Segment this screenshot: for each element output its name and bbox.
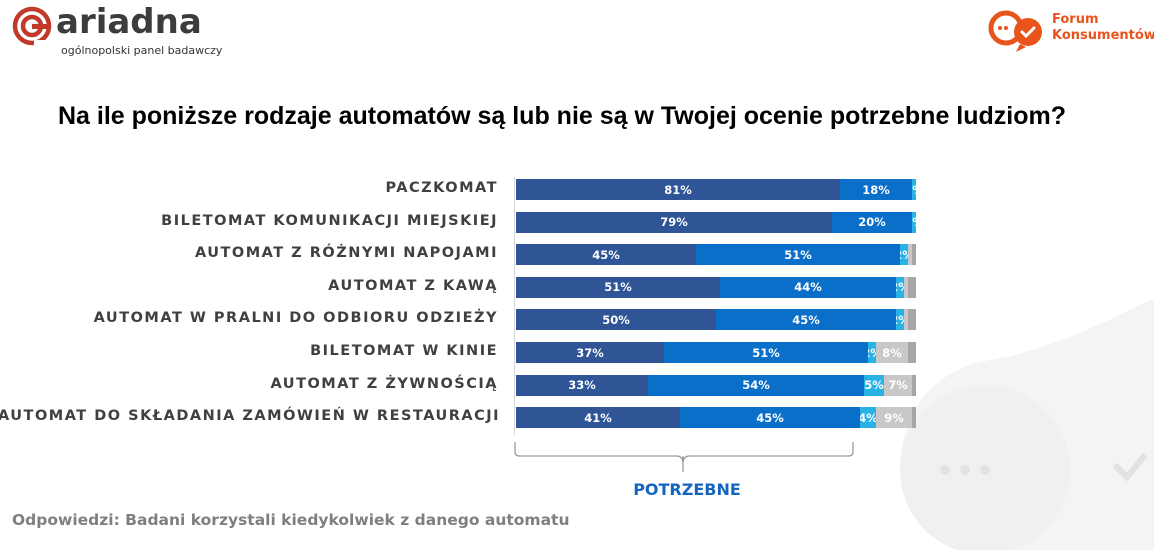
bar-segment-series-5 xyxy=(912,244,916,266)
category-label: AUTOMAT DO SKŁADANIA ZAMÓWIEŃ W RESTAURA… xyxy=(0,408,501,425)
bar-segment-series-3: 2% xyxy=(868,342,876,363)
chart-title: Na ile poniższe rodzaje automatów są lub… xyxy=(57,102,1067,130)
bar-segment-series-4: 8% xyxy=(876,342,908,363)
data-label: 51% xyxy=(604,280,632,295)
stacked-bar-chart: PACZKOMAT 81% 18% 1% BILETOMAT KOMUNIKACJI M… xyxy=(0,170,1154,480)
bar-segment-series-1: 79% xyxy=(516,211,832,233)
data-label: 54% xyxy=(742,378,770,393)
chat-bubble-check-icon xyxy=(900,300,1154,550)
category-label: AUTOMAT Z RÓŻNYMI NAPOJAMI xyxy=(194,245,498,262)
data-label: 9% xyxy=(884,410,904,425)
bar-row: 81% 18% 1% xyxy=(516,179,916,200)
footnote: Odpowiedzi: Badani korzystali kiedykolwi… xyxy=(12,511,570,529)
bar-segment-series-3: 1% xyxy=(912,211,916,233)
bar-row: 41% 45% 4% 9% xyxy=(516,407,916,429)
data-label: 2% xyxy=(868,346,876,360)
bar-segment-series-1: 50% xyxy=(516,309,716,331)
ariadna-wordmark: ariadna xyxy=(56,2,202,42)
bar-segment-series-4: 7% xyxy=(884,374,912,396)
bar-segment-series-2: 18% xyxy=(840,179,912,200)
bar-row: 79% 20% 1% xyxy=(516,211,916,233)
forum-konsumentow-bubbles-icon xyxy=(988,10,1042,52)
bar-segment-series-1: 33% xyxy=(516,374,648,396)
bar-segment-series-2: 44% xyxy=(720,276,896,298)
ariadna-tagline: ogólnopolski panel badawczy xyxy=(61,44,223,57)
data-label: 2% xyxy=(896,313,904,327)
bar-segment-series-2: 51% xyxy=(696,244,900,266)
bar-row: 37% 51% 2% 8% xyxy=(516,342,916,363)
data-label: 45% xyxy=(592,247,620,262)
data-label: 5% xyxy=(864,378,884,393)
bar-segment-series-3: 5% xyxy=(864,374,884,396)
bar-segment-series-5 xyxy=(908,276,916,298)
bar-segment-series-2: 45% xyxy=(680,407,860,429)
category-label: PACZKOMAT xyxy=(385,180,498,196)
chart-axis-line xyxy=(514,177,515,435)
bar-segment-series-1: 81% xyxy=(516,179,840,200)
data-label: 44% xyxy=(794,280,822,295)
forum-konsumentow-line1: Forum xyxy=(1052,12,1099,27)
potrzebne-bracket xyxy=(514,442,854,472)
bar-segment-series-3: 2% xyxy=(896,309,904,331)
bar-segment-series-5 xyxy=(912,374,916,396)
bar-segment-series-5 xyxy=(908,342,916,363)
category-label: AUTOMAT Z ŻYWNOŚCIĄ xyxy=(270,375,498,392)
bar-segment-series-2: 20% xyxy=(832,211,912,233)
ariadna-spiral-icon xyxy=(12,6,52,46)
bar-segment-series-3: 2% xyxy=(896,276,904,298)
category-label: AUTOMAT Z KAWĄ xyxy=(328,277,498,294)
data-label: 2% xyxy=(896,280,904,294)
bar-segment-series-4 xyxy=(904,309,908,331)
data-label: 8% xyxy=(882,345,902,360)
data-label: 81% xyxy=(664,182,692,197)
bar-segment-series-2: 54% xyxy=(648,374,864,396)
data-label: 41% xyxy=(584,410,612,425)
data-label: 7% xyxy=(888,378,908,393)
data-label: 20% xyxy=(858,215,886,230)
data-label: 33% xyxy=(568,378,596,393)
category-label: BILETOMAT W KINIE xyxy=(310,343,498,359)
bar-segment-series-5 xyxy=(908,309,916,331)
data-label: 1% xyxy=(912,215,916,229)
bar-segment-series-3: 1% xyxy=(912,179,916,200)
bar-row: 45% 51% 2% xyxy=(516,244,916,266)
data-label: 45% xyxy=(756,410,784,425)
category-label: BILETOMAT KOMUNIKACJI MIEJSKIEJ xyxy=(161,212,498,229)
data-label: 51% xyxy=(784,247,812,262)
bar-segment-series-1: 45% xyxy=(516,244,696,266)
bar-segment-series-3: 2% xyxy=(900,244,908,266)
ariadna-logo: ariadna ogólnopolski panel badawczy xyxy=(12,2,232,62)
bar-segment-series-1: 51% xyxy=(516,276,720,298)
bar-segment-series-4: 9% xyxy=(876,407,912,429)
bar-row: 33% 54% 5% 7% xyxy=(516,374,916,396)
potrzebne-label: POTRZEBNE xyxy=(633,480,741,499)
bar-segment-series-3: 4% xyxy=(860,407,876,429)
data-label: 51% xyxy=(752,345,780,360)
forum-konsumentow-line2: Konsumentów xyxy=(1052,28,1154,43)
bar-segment-series-4 xyxy=(908,244,912,266)
bar-segment-series-2: 45% xyxy=(716,309,896,331)
data-label: 2% xyxy=(900,248,908,262)
bar-segment-series-4 xyxy=(904,276,908,298)
data-label: 4% xyxy=(860,410,876,425)
forum-konsumentow-logo: Forum Konsumentów xyxy=(986,4,1154,56)
bar-segment-series-5 xyxy=(912,407,916,429)
bar-row: 50% 45% 2% xyxy=(516,309,916,331)
data-label: 45% xyxy=(792,312,820,327)
data-label: 37% xyxy=(576,345,604,360)
bar-row: 51% 44% 2% xyxy=(516,276,916,298)
bar-segment-series-2: 51% xyxy=(664,342,868,363)
data-label: 1% xyxy=(912,183,916,197)
bar-segment-series-1: 41% xyxy=(516,407,680,429)
data-label: 18% xyxy=(862,182,890,197)
data-label: 50% xyxy=(602,312,630,327)
data-label: 79% xyxy=(660,215,688,230)
category-label: AUTOMAT W PRALNI DO ODBIORU ODZIEŻY xyxy=(93,310,498,327)
bar-segment-series-1: 37% xyxy=(516,342,664,363)
